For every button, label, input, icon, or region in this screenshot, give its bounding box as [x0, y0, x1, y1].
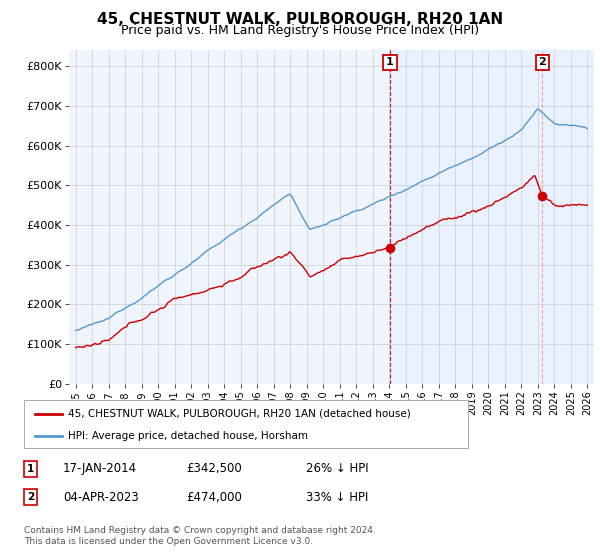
Text: 1: 1 [27, 464, 34, 474]
Text: £342,500: £342,500 [186, 462, 242, 475]
Text: 1: 1 [386, 57, 394, 67]
Text: 2: 2 [538, 57, 546, 67]
Text: 45, CHESTNUT WALK, PULBOROUGH, RH20 1AN: 45, CHESTNUT WALK, PULBOROUGH, RH20 1AN [97, 12, 503, 27]
Text: Price paid vs. HM Land Registry's House Price Index (HPI): Price paid vs. HM Land Registry's House … [121, 24, 479, 36]
Text: 04-APR-2023: 04-APR-2023 [63, 491, 139, 504]
Text: 2: 2 [27, 492, 34, 502]
Text: £474,000: £474,000 [186, 491, 242, 504]
Text: 26% ↓ HPI: 26% ↓ HPI [306, 462, 368, 475]
Text: 45, CHESTNUT WALK, PULBOROUGH, RH20 1AN (detached house): 45, CHESTNUT WALK, PULBOROUGH, RH20 1AN … [68, 409, 411, 419]
Bar [390, 50, 594, 384]
Text: HPI: Average price, detached house, Horsham: HPI: Average price, detached house, Hors… [68, 431, 308, 441]
Text: 17-JAN-2014: 17-JAN-2014 [63, 462, 137, 475]
Text: Contains HM Land Registry data © Crown copyright and database right 2024.
This d: Contains HM Land Registry data © Crown c… [24, 526, 376, 546]
Text: 33% ↓ HPI: 33% ↓ HPI [306, 491, 368, 504]
